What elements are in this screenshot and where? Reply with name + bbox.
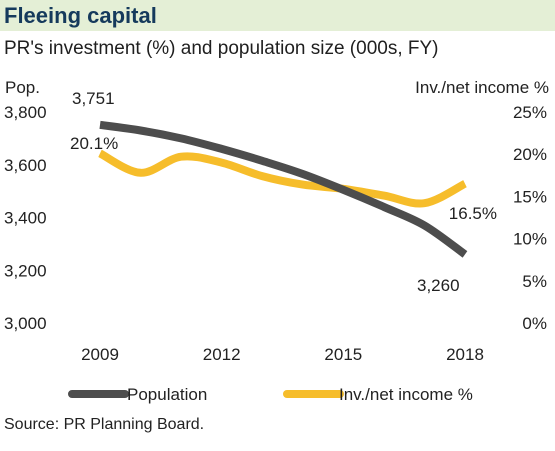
x-tick-label: 2015 xyxy=(324,345,362,364)
x-tick-label: 2009 xyxy=(81,345,119,364)
title-bar xyxy=(0,0,555,31)
series-line-population xyxy=(99,120,468,258)
y-right-axis-label: Inv./net income % xyxy=(415,78,549,97)
x-tick-label: 2012 xyxy=(203,345,241,364)
y-right-tick-label: 5% xyxy=(522,272,547,291)
legend: Population Inv./net income % xyxy=(68,385,473,404)
chart-title: Fleeing capital xyxy=(4,3,157,28)
data-label-population-start: 3,751 xyxy=(72,89,115,108)
y-right-tick-label: 15% xyxy=(513,187,547,206)
legend-label-investment: Inv./net income % xyxy=(339,385,473,404)
y-left-tick-label: 3,600 xyxy=(4,156,47,175)
series-line-investment xyxy=(98,149,467,208)
y-left-tick-label: 3,200 xyxy=(4,261,47,280)
source-note: Source: PR Planning Board. xyxy=(4,416,205,433)
y-left-tick-label: 3,800 xyxy=(4,103,47,122)
x-tick-label: 2018 xyxy=(446,345,484,364)
y-left-tick-label: 3,400 xyxy=(4,209,47,228)
y-right-tick-label: 10% xyxy=(513,230,547,249)
y-left-tick-label: 3,000 xyxy=(4,314,47,333)
y-right-tick-label: 25% xyxy=(513,103,547,122)
y-right-tick-label: 20% xyxy=(513,145,547,164)
data-labels: 3,751 20.1% 16.5% 3,260 xyxy=(70,89,497,295)
y-right-tick-label: 0% xyxy=(522,314,547,333)
chart-subtitle: PR's investment (%) and population size … xyxy=(4,38,439,59)
data-label-investment-start: 20.1% xyxy=(70,134,118,153)
legend-label-population: Population xyxy=(127,385,207,404)
axes-labels: Pop. 3,800 3,600 3,400 3,200 3,000 Inv./net in… xyxy=(4,78,549,364)
y-left-axis-label: Pop. xyxy=(5,78,40,97)
data-label-investment-end: 16.5% xyxy=(449,204,497,223)
series-lines xyxy=(98,120,468,258)
data-label-population-end: 3,260 xyxy=(417,276,460,295)
